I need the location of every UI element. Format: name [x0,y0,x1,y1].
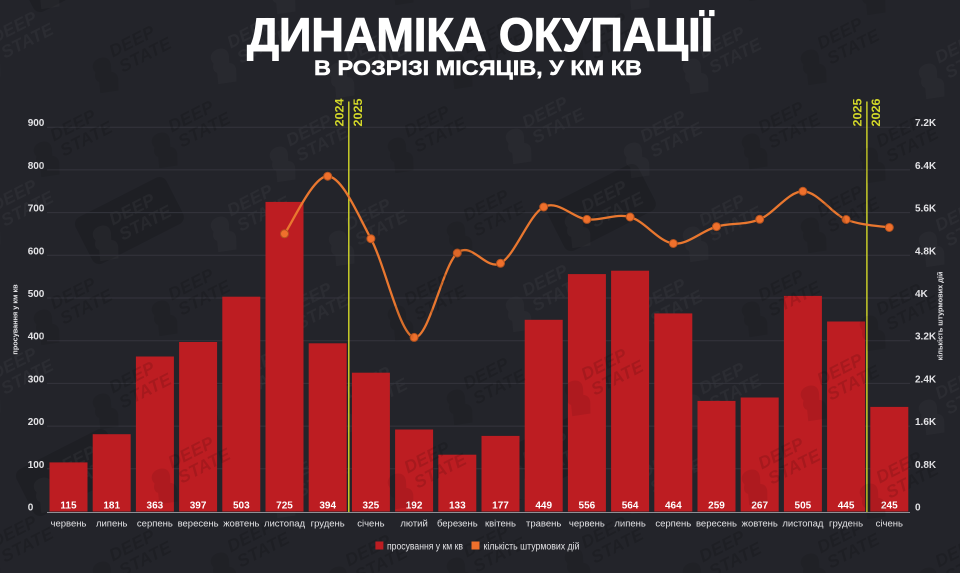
svg-text:4.8K: 4.8K [915,246,937,257]
svg-text:397: 397 [190,501,207,512]
svg-text:192: 192 [406,501,423,512]
svg-text:400: 400 [28,332,45,343]
svg-text:394: 394 [319,501,336,512]
svg-text:0: 0 [915,503,921,514]
svg-text:800: 800 [28,161,45,172]
svg-text:серпень: серпень [137,519,173,530]
svg-text:133: 133 [449,501,466,512]
svg-text:1.6K: 1.6K [915,417,937,428]
svg-text:вересень: вересень [696,519,737,530]
svg-text:0: 0 [28,503,34,514]
svg-text:2026: 2026 [869,98,883,126]
svg-text:900: 900 [28,118,45,129]
svg-text:2025: 2025 [850,98,864,126]
svg-text:просування у км кв: просування у км кв [387,541,463,552]
svg-text:700: 700 [28,204,45,215]
svg-text:червень: червень [569,519,605,530]
svg-text:жовтень: жовтень [223,519,259,530]
svg-text:464: 464 [665,501,682,512]
svg-text:листопад: листопад [264,519,306,530]
svg-text:564: 564 [622,501,639,512]
svg-text:ДИНАМІКА ОКУПАЦІЇ: ДИНАМІКА ОКУПАЦІЇ [247,8,714,61]
svg-text:100: 100 [28,460,45,471]
svg-text:725: 725 [276,501,293,512]
svg-text:2024: 2024 [332,98,346,126]
svg-text:жовтень: жовтень [742,519,778,530]
svg-text:503: 503 [233,501,250,512]
svg-text:200: 200 [28,417,45,428]
svg-text:лютий: лютий [400,519,427,530]
svg-text:вересень: вересень [178,519,219,530]
svg-text:6.4K: 6.4K [915,161,937,172]
svg-text:115: 115 [60,501,77,512]
svg-text:листопад: листопад [782,519,824,530]
svg-text:363: 363 [147,501,164,512]
svg-text:січень: січень [876,519,903,530]
svg-text:березень: березень [437,519,478,530]
svg-text:2.4K: 2.4K [915,374,937,385]
svg-text:325: 325 [363,501,380,512]
svg-text:просування у км кв: просування у км кв [11,284,20,355]
svg-text:300: 300 [28,374,45,385]
svg-text:серпень: серпень [655,519,691,530]
svg-text:259: 259 [708,501,725,512]
svg-text:445: 445 [838,501,855,512]
svg-text:177: 177 [492,501,509,512]
svg-text:181: 181 [103,501,120,512]
svg-text:556: 556 [579,501,596,512]
svg-text:січень: січень [357,519,384,530]
svg-text:В РОЗРІЗІ МІСЯЦІВ, У КМ КВ: В РОЗРІЗІ МІСЯЦІВ, У КМ КВ [314,56,642,80]
svg-text:505: 505 [795,501,812,512]
svg-text:449: 449 [535,501,552,512]
svg-text:3.2K: 3.2K [915,332,937,343]
svg-text:кількість штурмових дій: кількість штурмових дій [936,272,945,361]
svg-text:600: 600 [28,246,45,257]
svg-text:грудень: грудень [311,519,345,530]
svg-text:7.2K: 7.2K [915,118,937,129]
svg-text:5.6K: 5.6K [915,204,937,215]
svg-text:245: 245 [881,501,898,512]
svg-text:267: 267 [751,501,768,512]
svg-text:червень: червень [51,519,87,530]
svg-text:2025: 2025 [351,98,365,126]
svg-text:500: 500 [28,289,45,300]
svg-text:липень: липень [614,519,646,530]
svg-text:травень: травень [526,519,561,530]
svg-text:липень: липень [96,519,128,530]
svg-text:кількість штурмових дій: кількість штурмових дій [484,541,580,552]
